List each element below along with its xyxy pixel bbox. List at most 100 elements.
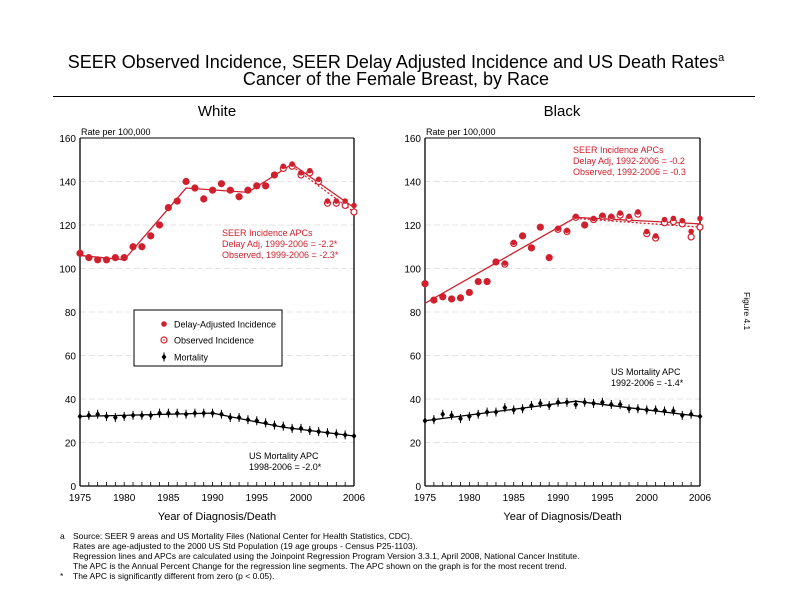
delay-adjusted-incidence-point — [519, 233, 526, 239]
x-tick-label: 1995 — [591, 493, 614, 504]
y-tick-label: 140 — [404, 178, 421, 189]
mortality-apc-annotation: US Mortality APC — [611, 367, 681, 377]
delay-adjusted-incidence-point — [130, 243, 136, 250]
y-tick-label: 80 — [410, 308, 422, 319]
delay-adjusted-incidence-point — [103, 257, 110, 263]
footnote-text: Regression lines and APCs are calculated… — [73, 551, 580, 561]
delay-adjusted-incidence-point — [298, 170, 304, 176]
delay-adjusted-incidence-point — [289, 161, 295, 167]
delay-adjusted-incidence-point — [165, 204, 172, 211]
x-tick-label: 1980 — [458, 493, 481, 504]
delay-adjusted-incidence-point — [573, 213, 579, 220]
y-tick-label: 40 — [65, 395, 77, 406]
delay-adjusted-incidence-point — [537, 224, 544, 230]
footnote: Regression lines and APCs are calculated… — [60, 551, 580, 561]
y-tick-label: 20 — [410, 439, 422, 450]
footnote: The APC is the Annual Percent Change for… — [60, 561, 580, 571]
x-axis-label: Year of Diagnosis/Death — [503, 511, 621, 523]
delay-adjusted-incidence-point — [697, 215, 703, 222]
delay-adjusted-incidence-point — [493, 259, 499, 265]
legend-entry: Delay-Adjusted Incidence — [174, 320, 276, 330]
delay-adjusted-incidence-point — [209, 187, 216, 193]
y-tick-label: 160 — [404, 134, 421, 145]
delay-adjusted-incidence-point — [192, 185, 198, 191]
y-tick-label: 100 — [404, 265, 421, 276]
delay-adjusted-incidence-point — [112, 254, 119, 261]
delay-adjusted-incidence-point — [652, 233, 659, 239]
incidence-apc-annotation: SEER Incidence APCs — [222, 228, 313, 238]
delay-adjusted-incidence-point — [422, 280, 428, 287]
y-tick-label: 20 — [65, 439, 77, 450]
title-divider — [53, 96, 755, 97]
delay-adjusted-incidence-point — [245, 187, 251, 193]
incidence-apc-annotation: Delay Adj, 1992-2006 = -0.2 — [573, 156, 685, 166]
mortality-apc-annotation: US Mortality APC — [249, 451, 319, 461]
x-tick-label: 1975 — [69, 493, 92, 504]
x-tick-label: 1985 — [157, 493, 180, 504]
mortality-apc-annotation: 1998-2006 = -2.0* — [249, 462, 322, 472]
y-tick-label: 0 — [415, 482, 421, 493]
chart-subtitle: Cancer of the Female Breast, by Race — [242, 69, 550, 89]
x-tick-label: 2006 — [689, 493, 712, 504]
y-axis-label: Rate per 100,000 — [81, 127, 151, 137]
x-tick-label: 2000 — [290, 493, 313, 504]
delay-adjusted-incidence-point — [635, 209, 641, 215]
delay-adjusted-incidence-point — [581, 222, 588, 228]
x-tick-label: 1995 — [246, 493, 269, 504]
delay-adjusted-incidence-point — [315, 176, 322, 183]
delay-adjusted-incidence-point — [617, 210, 623, 216]
delay-adjusted-incidence-point — [528, 245, 535, 251]
delay-adjusted-incidence-point — [351, 202, 357, 209]
delay-adjusted-incidence-point — [475, 278, 482, 285]
footnote: Rates are age-adjusted to the 2000 US St… — [60, 541, 580, 551]
title-line-1: SEER Observed Incidence, SEER Delay Adju… — [67, 52, 719, 72]
incidence-apc-annotation: Observed, 1999-2006 = -2.3* — [222, 250, 339, 260]
delay-adjusted-incidence-point — [626, 213, 632, 220]
x-axis-label: Year of Diagnosis/Death — [158, 511, 276, 523]
x-tick-label: 1990 — [547, 493, 570, 504]
x-tick-label: 1985 — [503, 493, 526, 504]
footnote: a Source: SEER 9 areas and US Mortality F… — [60, 531, 580, 541]
incidence-apc-annotation: Observed, 1992-2006 = -0.3 — [573, 167, 686, 177]
delay-adjusted-incidence-point — [324, 198, 331, 204]
footnote-text: The APC is the Annual Percent Change for… — [73, 561, 567, 571]
x-tick-label: 1990 — [201, 493, 224, 504]
y-axis-label: Rate per 100,000 — [426, 127, 496, 137]
legend-entry: Mortality — [174, 353, 209, 363]
y-tick-label: 120 — [59, 221, 76, 232]
chart-title: SEER Observed Incidence, SEER Delay Adju… — [0, 47, 792, 73]
delay-adjusted-incidence-point — [218, 180, 225, 187]
delay-adjusted-incidence-point — [484, 278, 490, 285]
legend-observed-icon-dot — [163, 339, 165, 341]
delay-adjusted-incidence-point — [183, 178, 189, 185]
delay-adjusted-incidence-point — [121, 254, 127, 261]
delay-adjusted-incidence-point — [253, 183, 260, 189]
delay-adjusted-incidence-point — [608, 213, 615, 220]
y-tick-label: 120 — [404, 221, 421, 232]
footnote-text: Rates are age-adjusted to the 2000 US St… — [73, 541, 418, 551]
delay-adjusted-incidence-point — [333, 198, 340, 204]
legend-box — [133, 309, 283, 367]
footnote-mark: a — [60, 531, 65, 541]
delay-adjusted-incidence-point — [77, 250, 83, 257]
delay-adjusted-incidence-point — [546, 254, 552, 261]
observed-incidence-point — [350, 208, 358, 216]
delay-adjusted-incidence-point — [661, 216, 668, 223]
legend-entry: Observed Incidence — [174, 336, 254, 346]
delay-adjusted-incidence-point — [139, 243, 145, 250]
delay-adjusted-incidence-point — [86, 254, 92, 261]
delay-adjusted-incidence-point — [510, 239, 517, 246]
y-tick-label: 60 — [65, 352, 77, 363]
delay-adjusted-incidence-point — [431, 297, 437, 303]
y-tick-label: 160 — [59, 134, 76, 145]
legend: Delay-Adjusted Incidence Observed Inciden… — [133, 309, 283, 367]
panel-title-black: Black — [543, 103, 581, 120]
delay-adjusted-incidence-point — [439, 293, 446, 300]
delay-adjusted-incidence-point — [564, 227, 570, 234]
delay-adjusted-incidence-point — [590, 215, 597, 222]
delay-adjusted-incidence-point — [502, 260, 508, 266]
delay-adjusted-incidence-point — [599, 212, 606, 219]
observed-incidence-point — [687, 233, 695, 241]
y-tick-label: 80 — [65, 308, 77, 319]
